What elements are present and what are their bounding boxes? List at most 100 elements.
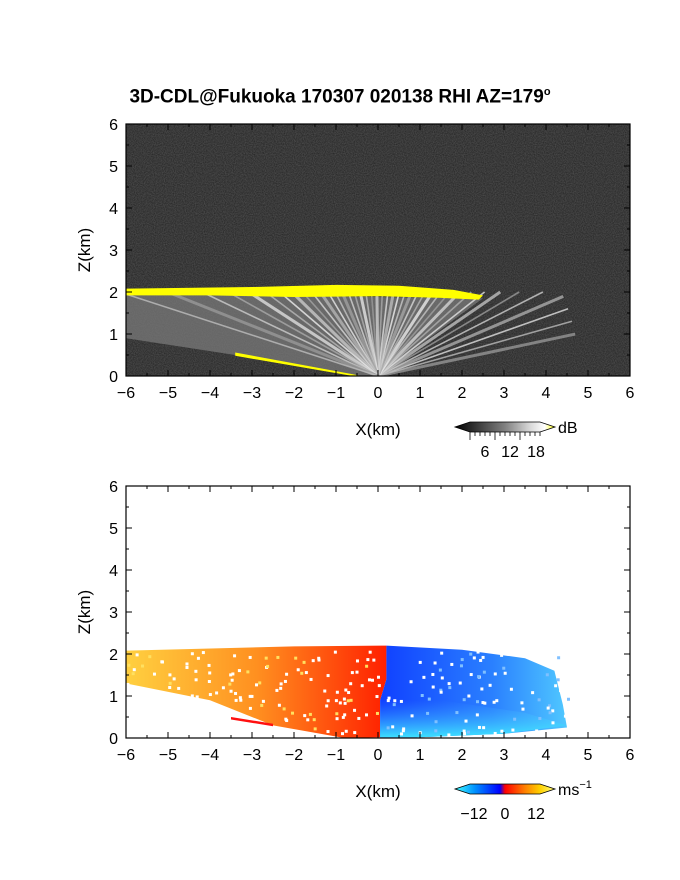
speckle-pixel: [476, 650, 480, 654]
radial-beam: [377, 291, 486, 376]
speckle-pixel: [447, 682, 451, 686]
radial-beam: [353, 291, 379, 376]
speckle-pixel: [433, 661, 437, 665]
radial-beam: [311, 291, 379, 376]
speckle-pixel: [283, 679, 287, 683]
radial-beam: [377, 332, 576, 376]
top-plot-area: [126, 124, 630, 376]
title-degree-superscript: o: [543, 86, 551, 98]
speckle-pixel: [483, 701, 487, 705]
y-tick-label: 5: [109, 159, 118, 176]
speckle-pixel: [276, 655, 280, 659]
x-tick-label: −3: [243, 385, 261, 402]
speckle-pixel: [194, 678, 198, 682]
speckle-pixel: [545, 673, 549, 677]
top-colorbar-minor-ticks: [469, 432, 541, 440]
speckle-pixel: [208, 671, 212, 675]
speckle-pixel: [481, 701, 485, 705]
speckle-pixel: [546, 706, 550, 710]
radial-beam: [319, 291, 380, 376]
speckle-pixel: [231, 672, 235, 676]
speckle-pixel: [309, 677, 313, 681]
x-tick-label: −6: [117, 385, 135, 402]
speckle-pixel: [392, 703, 396, 707]
speckle-pixel: [393, 699, 397, 703]
speckle-pixel: [364, 713, 368, 717]
speckle-pixel: [420, 694, 424, 698]
x-tick-label: −4: [201, 747, 219, 764]
speckle-pixel: [548, 711, 552, 715]
speckle-pixel: [168, 673, 172, 677]
speckle-pixel: [556, 678, 560, 682]
speckle-pixel: [559, 689, 563, 693]
speckle-pixel: [248, 706, 252, 710]
speckle-pixel: [450, 662, 454, 666]
speckle-pixel: [353, 708, 357, 712]
speckle-pixel: [237, 716, 241, 720]
speckle-pixel: [207, 663, 211, 667]
speckle-pixel: [355, 670, 359, 674]
speckle-pixel: [230, 678, 234, 682]
x-tick-label: 3: [500, 747, 509, 764]
speckle-pixel: [511, 728, 515, 732]
speckle-pixel: [503, 671, 507, 675]
y-tick-label: 6: [109, 117, 118, 134]
speckle-pixel: [185, 662, 189, 666]
top-colorbar-unit: dB: [558, 420, 578, 437]
x-tick-label: 6: [626, 385, 635, 402]
radial-beam: [166, 290, 379, 376]
top-colorbar-ramp: [453, 421, 557, 433]
speckle-pixel: [185, 665, 189, 669]
speckle-pixel: [264, 656, 268, 660]
speckle-pixel: [460, 658, 464, 662]
speckle-pixel: [190, 694, 194, 698]
top-colorbar-tick: 18: [527, 444, 545, 461]
radial-beam: [370, 291, 379, 376]
speckle-pixel: [246, 670, 250, 674]
speckle-pixel: [521, 707, 525, 711]
speckle-pixel: [476, 700, 480, 704]
figure-title: 3D-CDL@Fukuoka 170307 020138 RHI AZ=179o: [129, 86, 551, 108]
speckle-pixel: [500, 729, 504, 733]
x-tick-label: −1: [327, 747, 345, 764]
velocity-speckle: [126, 650, 570, 738]
y-tick-label: 1: [109, 327, 118, 344]
speckle-pixel: [488, 683, 492, 687]
speckle-pixel: [335, 717, 339, 721]
speckle-pixel: [349, 698, 353, 702]
radial-beam: [358, 291, 380, 376]
speckle-pixel: [248, 694, 252, 698]
radial-beam: [340, 291, 380, 376]
speckle-pixel: [427, 697, 431, 701]
x-tick-label: 1: [416, 747, 425, 764]
speckle-pixel: [462, 729, 466, 733]
x-tick-label: −2: [285, 747, 303, 764]
speckle-pixel: [466, 730, 470, 734]
speckle-pixel: [215, 691, 219, 695]
bottom-colorbar-tick: 0: [501, 806, 510, 823]
bottom-x-axis-label: X(km): [355, 782, 400, 801]
speckle-pixel: [400, 732, 404, 736]
surface-velocity-echo: [231, 717, 273, 727]
speckle-pixel: [344, 688, 348, 692]
speckle-pixel: [284, 717, 288, 721]
speckle-pixel: [195, 695, 199, 699]
speckle-pixel: [338, 701, 342, 705]
speckle-pixel: [303, 714, 307, 718]
speckle-pixel: [237, 669, 241, 673]
radial-beam: [376, 291, 413, 376]
speckle-pixel: [434, 720, 438, 724]
speckle-pixel: [480, 687, 484, 691]
radial-beam: [290, 290, 380, 376]
speckle-pixel: [177, 686, 181, 690]
top-x-ticks: −6 −5 −4 −3 −2 −1 0 1 2 3 4 5 6: [117, 124, 635, 402]
speckle-pixel: [469, 673, 473, 677]
radial-beam: [201, 291, 379, 376]
speckle-pixel: [168, 686, 172, 690]
speckle-pixel: [323, 689, 327, 693]
speckle-pixel: [313, 727, 317, 731]
speckle-pixel: [563, 714, 567, 718]
speckle-pixel: [311, 659, 315, 663]
negative-velocity-lower: [380, 700, 567, 738]
